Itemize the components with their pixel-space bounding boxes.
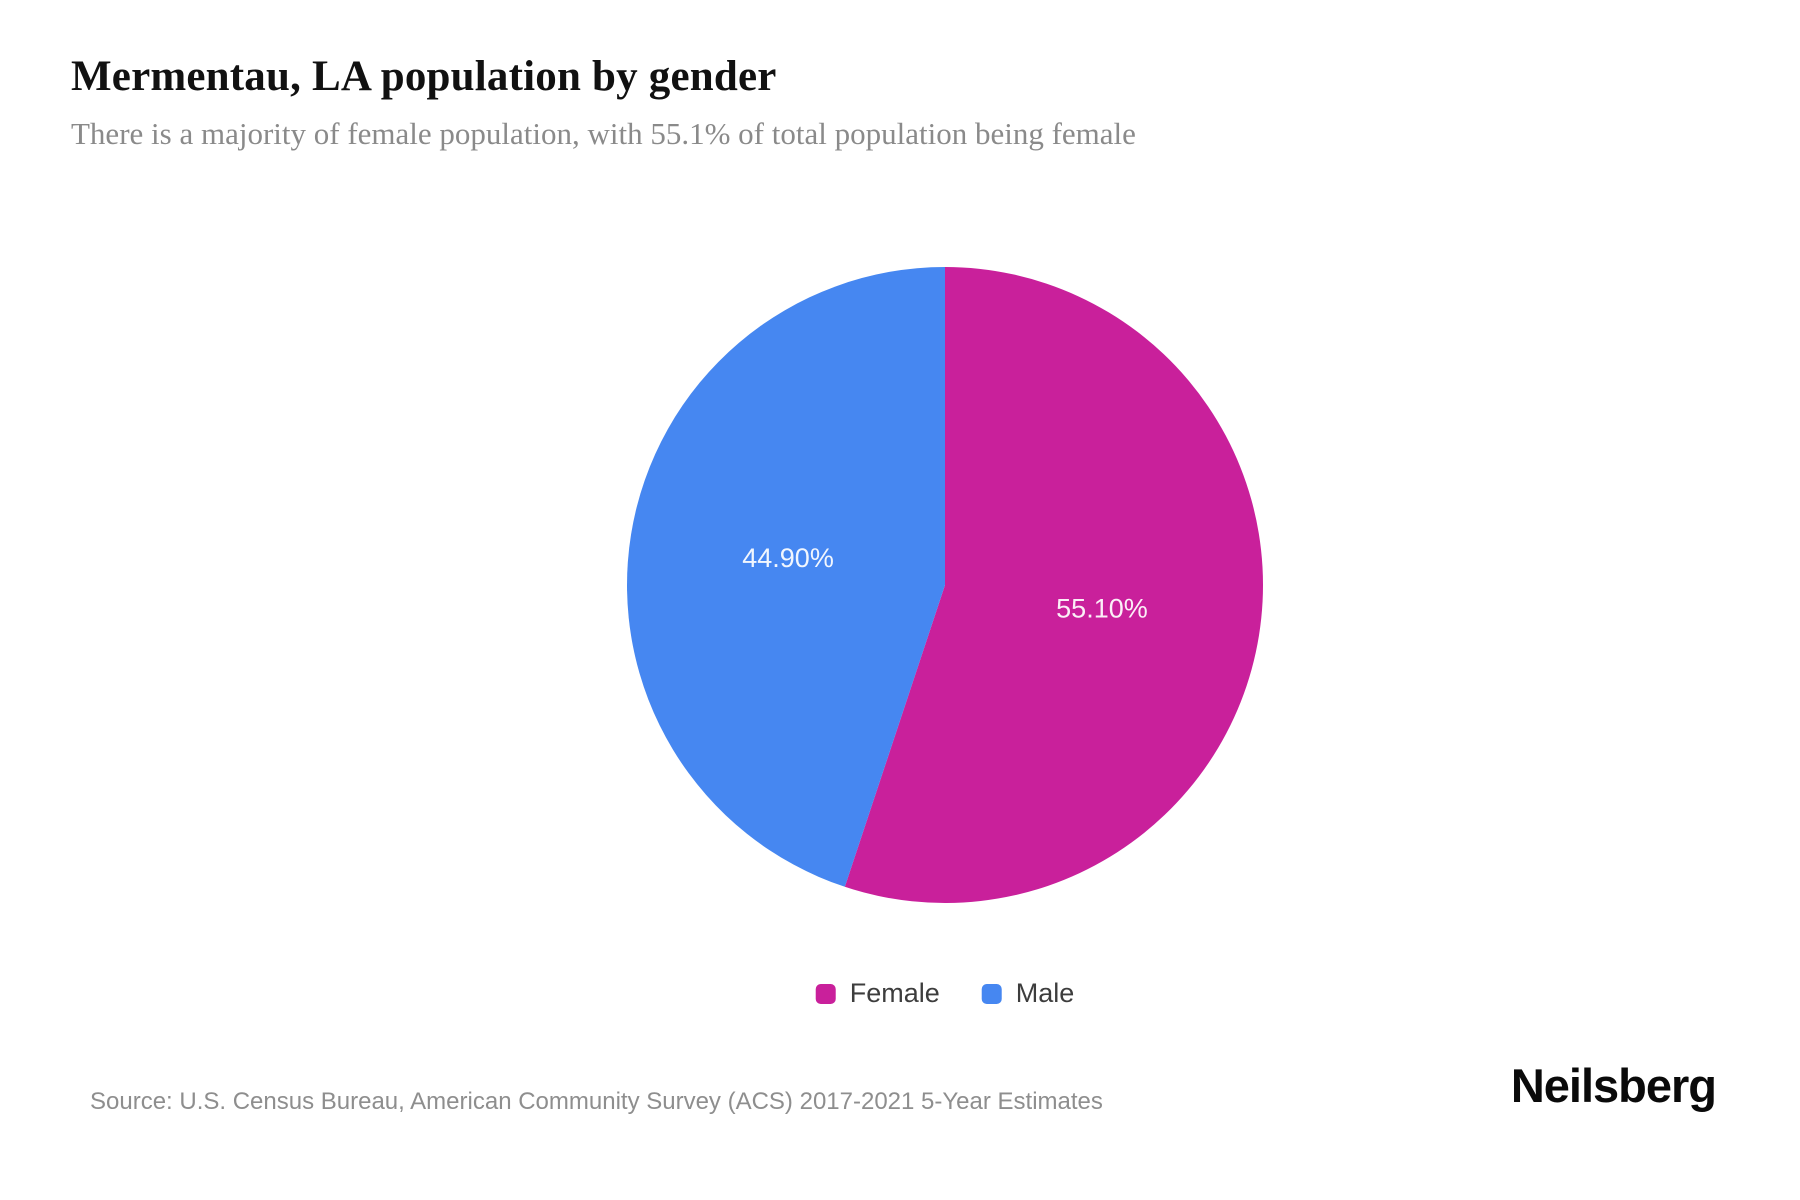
legend-item-male[interactable]: Male: [981, 978, 1075, 1009]
chart-legend: Female Male: [815, 978, 1075, 1009]
pie-slice-male[interactable]: [627, 267, 945, 887]
legend-label-male: Male: [1015, 978, 1075, 1008]
page-title: Mermentau, LA population by gender: [71, 53, 777, 100]
pie-slice-label-male: 44.90%: [742, 543, 834, 573]
neilsberg-logo: Neilsberg: [1510, 1059, 1717, 1112]
pie-slice-label-female: 55.10%: [1056, 593, 1148, 623]
source-attribution: Source: U.S. Census Bureau, American Com…: [90, 1088, 1103, 1115]
male-swatch-icon: [981, 983, 1002, 1004]
pie-chart: 55.10% 44.90%: [627, 267, 1264, 903]
female-swatch-icon: [815, 983, 836, 1004]
page-subtitle: There is a majority of female population…: [71, 116, 1136, 151]
pie-chart-area: 55.10% 44.90%: [595, 235, 1295, 935]
legend-item-female[interactable]: Female: [815, 978, 940, 1009]
pie-slice-female[interactable]: [844, 267, 1264, 903]
legend-label-female: Female: [849, 978, 940, 1008]
